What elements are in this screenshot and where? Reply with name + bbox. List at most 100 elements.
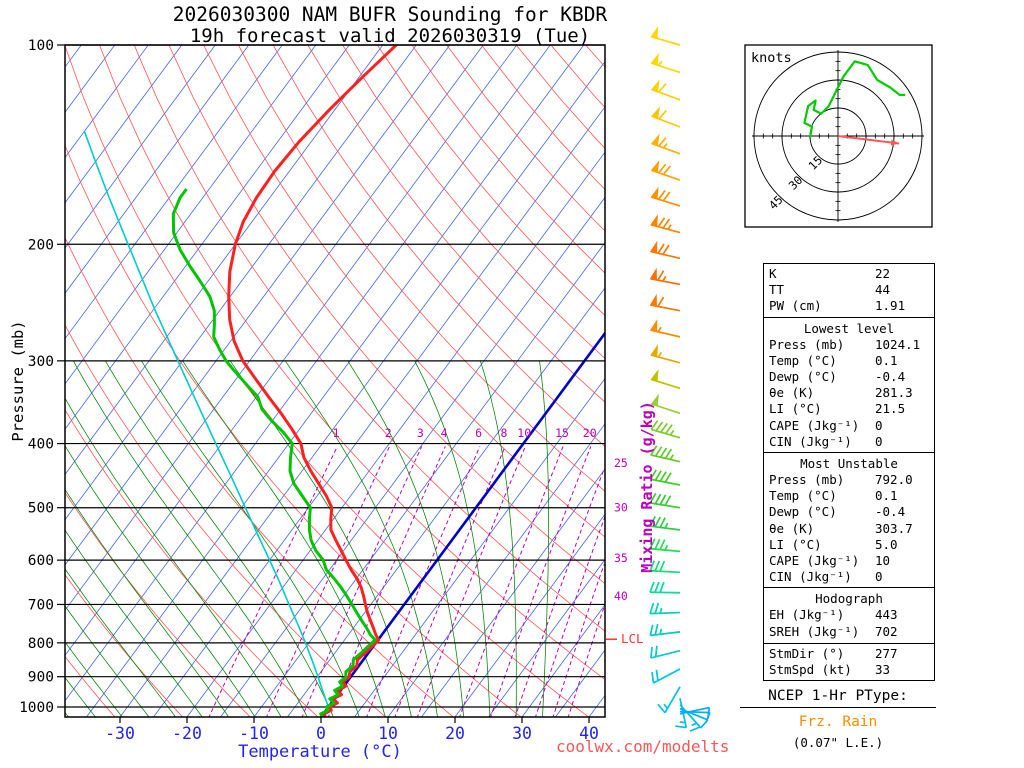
table-section: Lowest level Press (mb) 1024.1 Temp (°C) 0.1… bbox=[764, 316, 934, 452]
wind-barb bbox=[650, 26, 681, 46]
wind-barb bbox=[650, 79, 681, 101]
wind-barb bbox=[650, 393, 681, 415]
wind-barb bbox=[679, 704, 701, 732]
lcl-marker: LCL bbox=[606, 631, 644, 646]
svg-text:500: 500 bbox=[28, 501, 54, 517]
svg-text:200: 200 bbox=[28, 237, 54, 253]
ptype-liquid-equivalent: (0.07" L.E.) bbox=[792, 735, 884, 750]
svg-text:LCL: LCL bbox=[621, 631, 644, 646]
wind-barb bbox=[650, 186, 681, 207]
svg-text:25: 25 bbox=[614, 456, 628, 470]
table-row: SREH (Jkg⁻¹) 702 bbox=[769, 623, 898, 639]
table-section: Most Unstable Press (mb) 792.0 Temp (°C) 0.1… bbox=[764, 452, 934, 587]
ptype-block: NCEP 1-Hr PType: Frz. Rain (0.07" L.E.) bbox=[740, 688, 936, 750]
wind-barb bbox=[649, 602, 681, 615]
sounding-profiles bbox=[83, 45, 398, 717]
wind-barb bbox=[657, 686, 681, 714]
table-row: Temp (°C) 0.1 bbox=[769, 488, 898, 504]
ptype-value: Frz. Rain bbox=[798, 714, 878, 730]
svg-text:10: 10 bbox=[378, 724, 398, 743]
wind-barb bbox=[650, 344, 681, 364]
svg-text:2: 2 bbox=[385, 426, 392, 440]
ptype-header: NCEP 1-Hr PType: bbox=[740, 688, 936, 708]
table-row: CAPE (Jkg⁻¹) 0 bbox=[769, 417, 883, 433]
svg-text:40: 40 bbox=[614, 589, 628, 603]
mixing-ratio-labels: 1 2 3 4 6 8 10 15 20 25 30 35 40 bbox=[333, 426, 628, 603]
wind-barb bbox=[649, 240, 681, 260]
svg-text:400: 400 bbox=[28, 437, 54, 453]
wind-barb bbox=[649, 516, 681, 531]
table-section-header: Hodograph bbox=[815, 591, 883, 607]
table-row: CAPE (Jkg⁻¹) 10 bbox=[769, 553, 891, 569]
table-row: CIN (Jkg⁻¹) 0 bbox=[769, 433, 883, 449]
svg-text:3: 3 bbox=[417, 426, 424, 440]
table-section-header: Lowest level bbox=[803, 320, 895, 336]
svg-text:100: 100 bbox=[28, 38, 54, 54]
svg-text:8: 8 bbox=[501, 426, 508, 440]
wind-barb bbox=[649, 623, 681, 637]
hodograph-trace bbox=[803, 60, 906, 139]
svg-text:-10: -10 bbox=[239, 724, 269, 743]
svg-text:600: 600 bbox=[28, 553, 54, 569]
svg-text:30: 30 bbox=[614, 501, 628, 515]
mixing-ratio-axis-label: Mixing Ratio (g/kg) bbox=[638, 401, 656, 573]
svg-text:20: 20 bbox=[445, 724, 465, 743]
page-subtitle: 19h forecast valid 2026030319 (Tue) bbox=[189, 25, 591, 47]
wind-barb bbox=[650, 645, 681, 659]
table-section-header: Most Unstable bbox=[800, 456, 898, 472]
svg-text:4: 4 bbox=[441, 426, 448, 440]
wind-barb bbox=[649, 560, 681, 574]
table-row: θe (K) 281.3 bbox=[769, 385, 913, 401]
table-row: Temp (°C) 0.1 bbox=[769, 352, 898, 368]
svg-text:6: 6 bbox=[475, 426, 482, 440]
table-row: StmDir (°) 277 bbox=[769, 645, 898, 661]
svg-text:700: 700 bbox=[28, 597, 54, 613]
watermark: coolwx.com/modelts bbox=[556, 737, 730, 756]
svg-text:20: 20 bbox=[583, 426, 597, 440]
table-row: CIN (Jkg⁻¹) 0 bbox=[769, 569, 883, 585]
table-row: Dewp (°C) -0.4 bbox=[769, 369, 906, 385]
wind-barb bbox=[651, 668, 681, 684]
table-section: Hodograph EH (Jkg⁻¹) 443 SREH (Jkg⁻¹) 702 Stm… bbox=[764, 587, 934, 680]
wind-barb bbox=[650, 369, 681, 390]
wind-barb bbox=[650, 445, 681, 463]
pressure-axis-label: Pressure (mb) bbox=[9, 320, 27, 442]
wind-barb-column bbox=[649, 26, 711, 732]
svg-text:35: 35 bbox=[614, 551, 628, 565]
wind-barb bbox=[649, 492, 681, 509]
table-row: LI (°C) 21.5 bbox=[769, 401, 906, 417]
svg-text:15: 15 bbox=[555, 426, 569, 440]
table-row: Press (mb) 1024.1 bbox=[769, 336, 921, 352]
table-section: K 22 TT 44 PW (cm) 1.91 bbox=[764, 264, 934, 317]
wind-barb bbox=[649, 581, 681, 594]
wind-barb bbox=[649, 293, 681, 312]
dewpoint-curve bbox=[171, 188, 377, 717]
wind-barb bbox=[650, 160, 681, 181]
table-row: LI (°C) 5.0 bbox=[769, 536, 898, 552]
table-row: K 22 bbox=[769, 266, 891, 281]
svg-text:-30: -30 bbox=[105, 724, 135, 743]
svg-text:0: 0 bbox=[316, 724, 326, 743]
temperature-axis-label: Temperature (°C) bbox=[238, 742, 402, 762]
table-row: Dewp (°C) -0.4 bbox=[769, 504, 906, 520]
wind-barb bbox=[649, 319, 681, 338]
wind-barb bbox=[650, 133, 681, 155]
indices-table: K 22 TT 44 PW (cm) 1.91 Lowest level Press (mb)… bbox=[763, 263, 935, 682]
wind-barb bbox=[650, 52, 681, 74]
wind-barb bbox=[679, 706, 711, 719]
parcel-curve bbox=[83, 131, 330, 717]
table-row: Press (mb) 792.0 bbox=[769, 472, 913, 488]
svg-text:300: 300 bbox=[28, 354, 54, 370]
table-row: θe (K) 303.7 bbox=[769, 520, 913, 536]
wind-barb bbox=[650, 214, 681, 234]
svg-text:800: 800 bbox=[28, 636, 54, 652]
svg-text:10: 10 bbox=[517, 426, 531, 440]
wind-barb bbox=[650, 420, 681, 439]
storm-motion-vector bbox=[837, 135, 900, 145]
temperature-curve bbox=[227, 45, 398, 717]
table-row: TT 44 bbox=[769, 282, 891, 298]
